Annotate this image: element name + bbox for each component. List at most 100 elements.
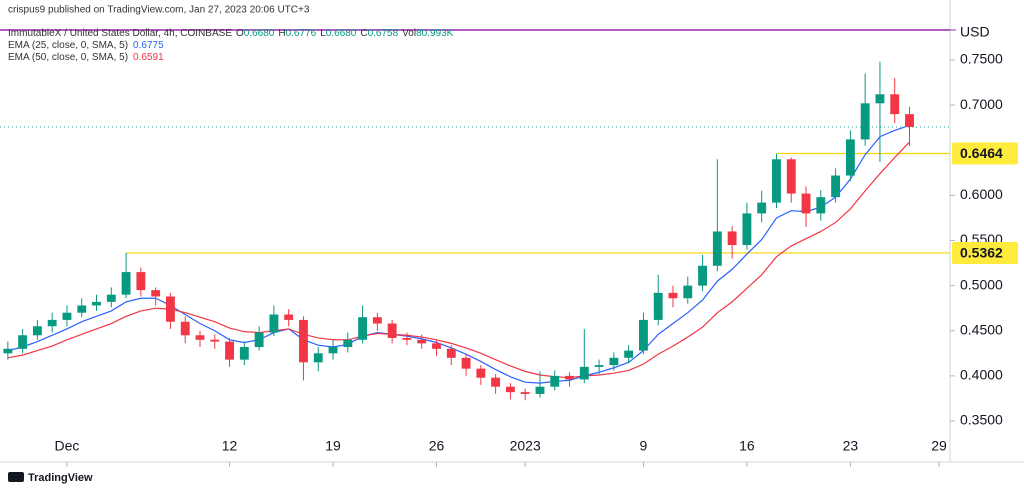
candle-body — [476, 368, 486, 378]
candle-body — [609, 357, 619, 366]
ohlc-key: L — [320, 28, 326, 39]
level-label-box — [952, 142, 1018, 165]
candle-body — [550, 375, 560, 387]
candle-body — [402, 337, 412, 340]
candle-body — [742, 213, 752, 246]
candle-body — [520, 392, 530, 394]
ohlc-value: 80.993K — [416, 28, 454, 39]
candle-body — [890, 94, 900, 115]
x-tick-label: 23 — [843, 438, 859, 454]
candle-body — [668, 292, 678, 299]
candle-body — [3, 348, 13, 354]
candle-body — [62, 312, 72, 320]
indicator-name: EMA (25, close, 0, SMA, 5) — [8, 40, 128, 51]
candle-body — [860, 103, 870, 140]
candle-body — [195, 335, 205, 340]
x-tick-label: 2023 — [510, 438, 541, 454]
y-tick-label: 0.7500 — [960, 51, 1003, 67]
candle-body — [816, 197, 826, 214]
candle-body — [831, 175, 841, 198]
candle-body — [461, 357, 471, 369]
candle-body — [712, 231, 722, 266]
ema-line — [7, 141, 910, 379]
candle-body — [254, 332, 264, 347]
candle-body — [358, 317, 368, 340]
ohlc-key: Vol — [402, 28, 416, 39]
candle-body — [786, 159, 796, 194]
x-tick-label: 9 — [640, 438, 648, 454]
indicator-legend: EMA (50, close, 0, SMA, 5) 0.6591 — [8, 52, 164, 63]
ohlc-key: C — [360, 28, 367, 39]
candle-body — [845, 139, 855, 176]
x-tick-label: 26 — [429, 438, 445, 454]
indicator-legend: EMA (25, close, 0, SMA, 5) 0.6775 — [8, 40, 164, 51]
candle-body — [683, 285, 693, 299]
x-tick-label: Dec — [55, 438, 80, 454]
candle-body — [92, 301, 101, 306]
candle-body — [47, 319, 57, 327]
x-tick-label: 12 — [222, 438, 238, 454]
candle-body — [638, 319, 648, 351]
candle-body — [432, 343, 441, 349]
candle-body — [225, 341, 234, 360]
logo-icon — [8, 472, 24, 482]
level-label-box — [952, 241, 1018, 264]
candle-body — [343, 339, 353, 347]
y-tick-label: 0.5000 — [960, 276, 1003, 292]
candle-body — [875, 94, 885, 104]
x-tick-label: 29 — [931, 438, 947, 454]
ohlc-key: H — [278, 28, 285, 39]
indicator-value: 0.6591 — [133, 52, 164, 63]
ohlc-value: 0.6758 — [368, 28, 399, 39]
candle-body — [624, 350, 634, 358]
candle-body — [491, 377, 501, 387]
candle-body — [387, 323, 397, 338]
candle-body — [328, 346, 338, 354]
symbol: ImmutableX / United States Dollar, 4h, C… — [8, 28, 232, 39]
candle-body — [269, 314, 279, 333]
ema-line — [7, 124, 910, 384]
candle-body — [535, 386, 545, 394]
x-tick-label: 19 — [325, 438, 341, 454]
candle-body — [757, 202, 767, 214]
indicator-value: 0.6775 — [133, 40, 164, 51]
candle-body — [727, 231, 737, 246]
symbol-legend: ImmutableX / United States Dollar, 4h, C… — [8, 28, 454, 39]
candle-body — [151, 290, 161, 297]
candle-body — [77, 305, 87, 313]
candle-body — [165, 296, 175, 322]
candle-body — [801, 193, 811, 214]
candle-body — [210, 339, 220, 342]
ohlc-value: 0.6776 — [286, 28, 317, 39]
currency: USD — [960, 24, 990, 40]
y-tick-label: 0.6000 — [960, 186, 1003, 202]
candle-body — [106, 294, 116, 302]
candle-body — [698, 265, 707, 286]
y-tick-label: 0.7000 — [960, 96, 1003, 112]
candle-body — [594, 365, 604, 367]
y-tick-label: 0.4000 — [960, 367, 1003, 383]
candle-body — [446, 348, 456, 358]
y-tick-label: 0.3500 — [960, 412, 1003, 428]
ohlc-value: 0.6680 — [326, 28, 357, 39]
branding: TradingView — [8, 472, 93, 484]
candle-body — [239, 346, 249, 360]
candle-body — [136, 272, 146, 291]
candle-body — [579, 366, 589, 380]
candle-body — [313, 353, 323, 363]
candle-body — [772, 159, 781, 203]
y-tick-label: 0.4500 — [960, 321, 1003, 337]
candle-body — [284, 314, 294, 320]
candle-body — [372, 317, 382, 324]
candle-body — [32, 326, 42, 336]
level-label: 0.5362 — [960, 245, 1003, 261]
ohlc-key: O — [236, 28, 244, 39]
candle-body — [505, 386, 515, 393]
candle-body — [565, 375, 574, 380]
candle-body — [18, 335, 28, 349]
candle-body — [121, 272, 131, 295]
candle-body — [653, 292, 663, 320]
